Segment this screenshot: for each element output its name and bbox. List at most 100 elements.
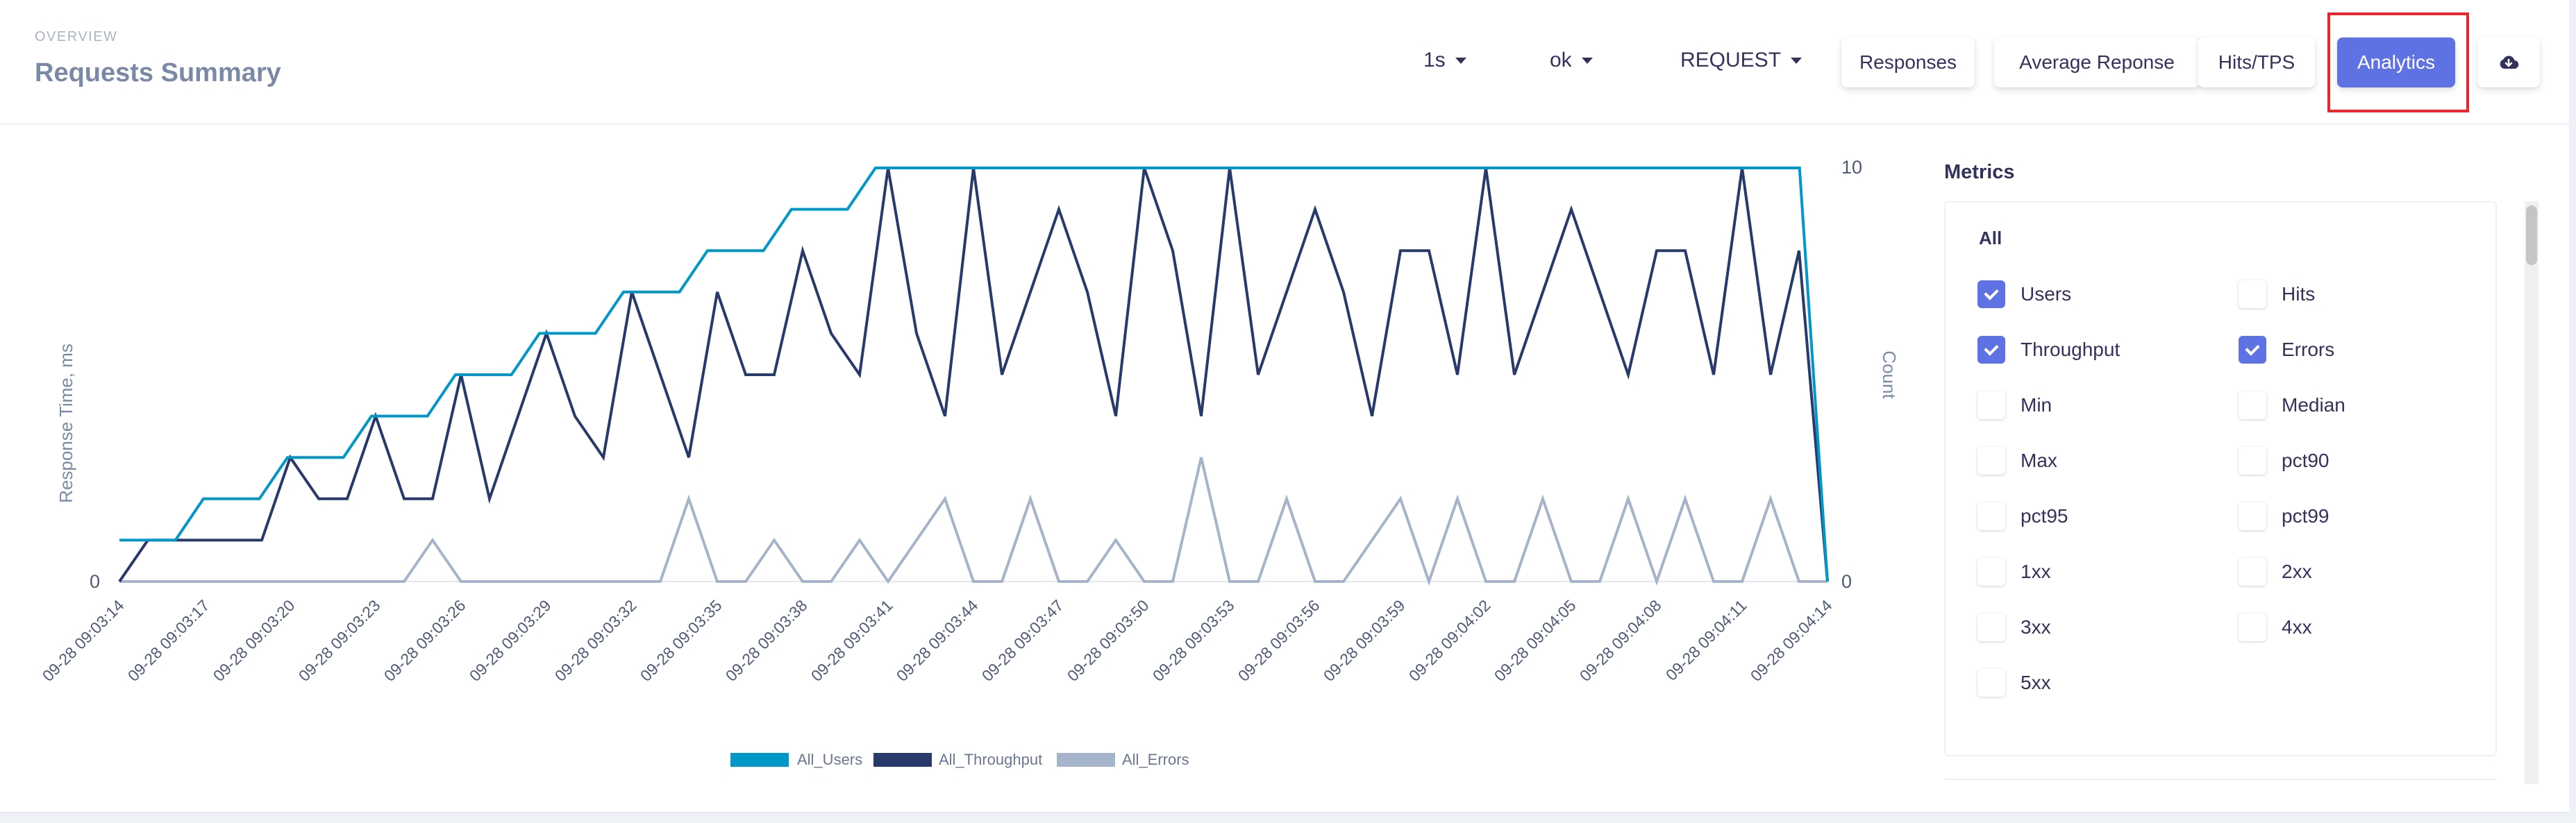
metric-label: 5xx xyxy=(2021,672,2051,693)
metric-label: Users xyxy=(2021,283,2072,305)
metric-label: Hits xyxy=(2282,283,2316,305)
metric-label: pct95 xyxy=(2021,505,2068,527)
metric-checkbox[interactable] xyxy=(2239,280,2266,308)
metrics-panel-next xyxy=(1944,779,2497,806)
legend-swatch-throughput xyxy=(873,753,932,767)
metric-errors-option[interactable]: Errors xyxy=(2239,336,2334,364)
metric-checkbox[interactable] xyxy=(2239,613,2266,641)
metric-2xx-option[interactable]: 2xx xyxy=(2239,558,2312,586)
metric-checkbox[interactable] xyxy=(1977,613,2005,641)
series-line-all-errors xyxy=(119,457,1828,586)
metric-throughput-option[interactable]: Throughput xyxy=(1977,336,2120,364)
chart-legend: All_Users All_Throughput All_Errors xyxy=(730,751,1189,768)
x-tick-label: 09-28 09:04:14 xyxy=(1747,596,1836,685)
analytics-highlight-box xyxy=(2327,12,2469,112)
metric-checkbox[interactable] xyxy=(2239,502,2266,530)
x-tick-label: 09-28 09:03:38 xyxy=(722,596,811,685)
x-tick-label: 09-28 09:03:50 xyxy=(1064,596,1153,685)
page-title: Requests Summary xyxy=(35,58,281,87)
legend-label-users: All_Users xyxy=(797,751,862,768)
metric-max-option[interactable]: Max xyxy=(1977,447,2057,475)
card-header: OVERVIEW Requests Summary 1s ok REQUEST … xyxy=(0,0,2569,125)
responses-button[interactable]: Responses xyxy=(1841,37,1975,87)
metric-checkbox[interactable] xyxy=(1977,391,2005,419)
x-tick-label: 09-28 09:04:05 xyxy=(1491,596,1580,685)
analytics-button[interactable]: Analytics xyxy=(2337,37,2455,87)
metric-checkbox[interactable] xyxy=(1977,502,2005,530)
metric-checkbox[interactable] xyxy=(1977,447,2005,475)
x-tick-label: 09-28 09:03:32 xyxy=(551,596,640,685)
metric-label: 3xx xyxy=(2021,616,2051,638)
legend-swatch-users xyxy=(730,753,789,767)
chevron-down-icon xyxy=(1455,57,1466,64)
x-tick-label: 09-28 09:03:26 xyxy=(380,596,469,685)
series-line-all-users xyxy=(119,167,1829,582)
x-tick-label: 09-28 09:03:53 xyxy=(1149,596,1238,685)
metric-checkbox[interactable] xyxy=(2239,391,2266,419)
metric-label: Throughput xyxy=(2021,339,2121,360)
metric-pct99-option[interactable]: pct99 xyxy=(2239,502,2330,530)
metric-1xx-option[interactable]: 1xx xyxy=(1977,558,2051,586)
metric-checkbox[interactable] xyxy=(1977,336,2005,364)
y-left-tick-0: 0 xyxy=(90,571,100,592)
status-value: ok xyxy=(1550,49,1572,71)
metric-label: 2xx xyxy=(2282,561,2312,582)
x-tick-label: 09-28 09:04:11 xyxy=(1662,596,1750,684)
y-left-axis-title: Response Time, ms xyxy=(56,343,76,503)
metric-pct95-option[interactable]: pct95 xyxy=(1977,502,2068,530)
legend-swatch-errors xyxy=(1057,753,1115,767)
status-dropdown[interactable]: ok xyxy=(1550,49,1593,72)
download-button[interactable] xyxy=(2477,37,2540,87)
metrics-scrollbar[interactable] xyxy=(2525,201,2539,784)
x-tick-label: 09-28 09:04:02 xyxy=(1405,596,1494,685)
cloud-download-icon xyxy=(2500,56,2519,69)
metrics-panel xyxy=(1944,201,2497,756)
hits-tps-button[interactable]: Hits/TPS xyxy=(2198,37,2315,87)
metric-users-option[interactable]: Users xyxy=(1977,280,2071,308)
legend-label-errors: All_Errors xyxy=(1122,751,1189,768)
metrics-title: Metrics xyxy=(1944,161,2015,183)
metric-min-option[interactable]: Min xyxy=(1977,391,2052,419)
metric-checkbox[interactable] xyxy=(2239,558,2266,586)
metric-3xx-option[interactable]: 3xx xyxy=(1977,613,2051,641)
metric-median-option[interactable]: Median xyxy=(2239,391,2345,419)
metrics-all-toggle[interactable]: All xyxy=(1979,228,2002,248)
request-type-value: REQUEST xyxy=(1680,49,1782,71)
metric-checkbox[interactable] xyxy=(1977,669,2005,697)
metric-label: Errors xyxy=(2282,339,2335,360)
y-right-tick-10: 10 xyxy=(1841,157,1862,178)
metric-4xx-option[interactable]: 4xx xyxy=(2239,613,2312,641)
metric-checkbox[interactable] xyxy=(1977,280,2005,308)
metric-label: pct90 xyxy=(2282,450,2330,471)
metric-pct90-option[interactable]: pct90 xyxy=(2239,447,2330,475)
metric-label: 4xx xyxy=(2282,616,2312,638)
metric-label: pct99 xyxy=(2282,505,2330,527)
metric-hits-option[interactable]: Hits xyxy=(2239,280,2315,308)
x-tick-label: 09-28 09:03:23 xyxy=(295,596,384,685)
metric-label: 1xx xyxy=(2021,561,2051,582)
y-right-axis-title: Count xyxy=(1879,350,1900,399)
interval-value: 1s xyxy=(1423,49,1446,71)
y-right-tick-0: 0 xyxy=(1841,571,1852,592)
interval-dropdown[interactable]: 1s xyxy=(1423,49,1466,72)
request-type-dropdown[interactable]: REQUEST xyxy=(1680,49,1803,72)
x-tick-label: 09-28 09:03:47 xyxy=(978,596,1067,685)
x-tick-label: 09-28 09:03:14 xyxy=(39,596,128,685)
x-tick-label: 09-28 09:03:41 xyxy=(808,596,896,685)
metric-label: Min xyxy=(2021,394,2052,416)
series-line-all-throughput xyxy=(118,167,1829,583)
chevron-down-icon xyxy=(1791,57,1803,64)
metric-5xx-option[interactable]: 5xx xyxy=(1977,669,2051,697)
metric-checkbox[interactable] xyxy=(2239,336,2266,364)
metric-checkbox[interactable] xyxy=(1977,558,2005,586)
x-tick-label: 09-28 09:03:17 xyxy=(124,596,213,685)
legend-label-throughput: All_Throughput xyxy=(939,751,1042,768)
x-tick-label: 09-28 09:03:29 xyxy=(466,596,555,685)
average-response-button[interactable]: Average Reponse xyxy=(1994,37,2200,87)
metrics-scrollbar-thumb[interactable] xyxy=(2526,205,2537,265)
x-tick-label: 09-28 09:03:44 xyxy=(893,596,982,685)
metric-checkbox[interactable] xyxy=(2239,447,2266,475)
x-tick-label: 09-28 09:03:35 xyxy=(637,596,726,685)
x-tick-label: 09-28 09:04:08 xyxy=(1576,596,1665,685)
